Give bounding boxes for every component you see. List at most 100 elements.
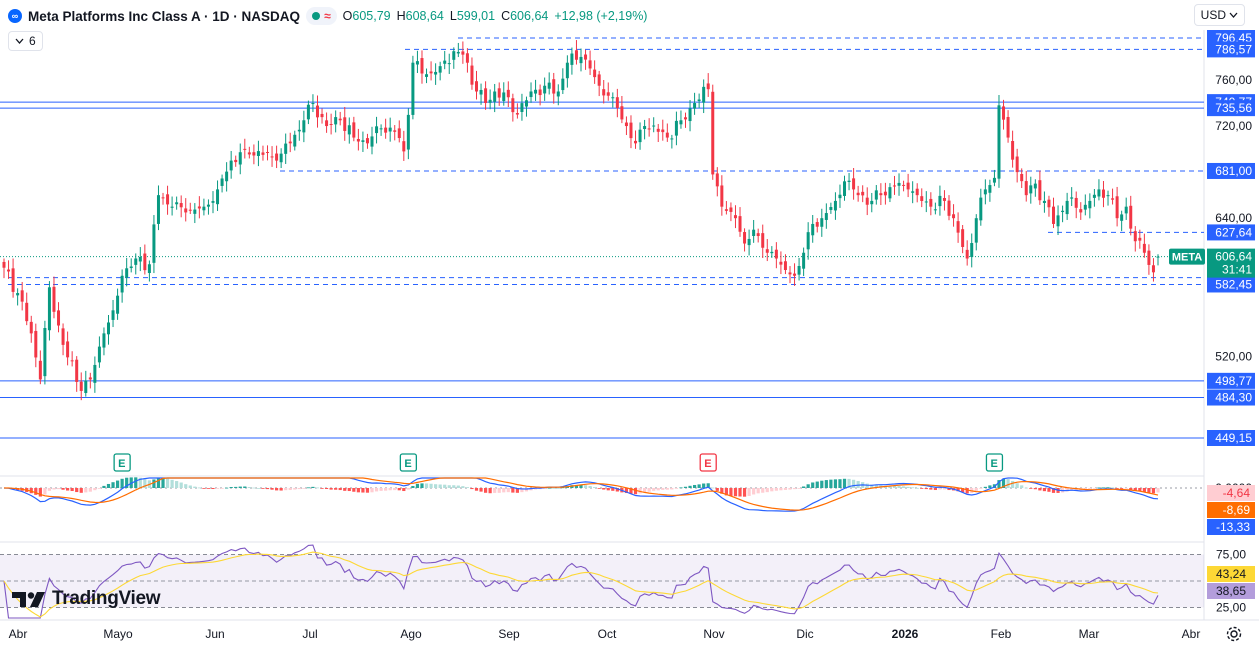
candle-body[interactable] — [720, 185, 724, 207]
candle-body[interactable] — [279, 153, 283, 163]
candle-body[interactable] — [202, 206, 206, 211]
candle-body[interactable] — [1115, 196, 1119, 219]
candle-body[interactable] — [225, 171, 229, 182]
candle-body[interactable] — [643, 126, 647, 130]
candle-body[interactable] — [397, 128, 401, 139]
candle-body[interactable] — [1097, 189, 1101, 197]
candle-body[interactable] — [856, 192, 860, 196]
candle-body[interactable] — [543, 85, 547, 94]
candle-body[interactable] — [902, 184, 906, 186]
candle-body[interactable] — [852, 178, 856, 190]
candle-body[interactable] — [1056, 215, 1060, 227]
candle-body[interactable] — [992, 177, 996, 183]
candle-body[interactable] — [824, 213, 828, 220]
candle-body[interactable] — [538, 89, 542, 96]
candle-body[interactable] — [452, 51, 456, 60]
candle-body[interactable] — [679, 120, 683, 125]
candle-body[interactable] — [933, 209, 937, 211]
candle-body[interactable] — [702, 86, 706, 103]
candle-body[interactable] — [229, 160, 233, 171]
candle-body[interactable] — [29, 321, 33, 334]
candle-body[interactable] — [147, 264, 151, 274]
candle-body[interactable] — [256, 151, 260, 156]
candle-body[interactable] — [888, 187, 892, 199]
candle-body[interactable] — [1138, 237, 1142, 241]
candle-body[interactable] — [774, 249, 778, 259]
candle-body[interactable] — [952, 214, 956, 219]
candle-body[interactable] — [361, 140, 365, 142]
candle-body[interactable] — [334, 117, 338, 125]
candle-body[interactable] — [7, 269, 11, 272]
candle-body[interactable] — [733, 215, 737, 219]
candle-body[interactable] — [266, 151, 270, 153]
candle-body[interactable] — [411, 62, 415, 115]
candle-body[interactable] — [1015, 156, 1019, 173]
candle-body[interactable] — [66, 341, 70, 358]
candle-body[interactable] — [211, 201, 215, 203]
candle-body[interactable] — [1129, 205, 1133, 229]
candle-body[interactable] — [865, 197, 869, 205]
candle-body[interactable] — [325, 120, 329, 127]
candle-body[interactable] — [116, 295, 120, 314]
tradingview-logo[interactable]: TradingView — [12, 588, 161, 610]
candle-body[interactable] — [347, 125, 351, 135]
candle-body[interactable] — [615, 97, 619, 109]
candle-body[interactable] — [638, 129, 642, 143]
candle-body[interactable] — [597, 74, 601, 86]
candle-body[interactable] — [588, 60, 592, 69]
candle-body[interactable] — [456, 51, 460, 54]
candle-body[interactable] — [665, 132, 669, 138]
candle-body[interactable] — [38, 360, 42, 380]
candle-body[interactable] — [161, 197, 165, 199]
candle-body[interactable] — [883, 191, 887, 196]
candle-body[interactable] — [738, 216, 742, 232]
candle-body[interactable] — [356, 138, 360, 142]
candle-body[interactable] — [34, 330, 38, 358]
candle-body[interactable] — [1052, 206, 1056, 224]
candle-body[interactable] — [125, 268, 129, 278]
candle-body[interactable] — [674, 120, 678, 136]
candle-body[interactable] — [475, 81, 479, 92]
candle-body[interactable] — [1047, 199, 1051, 208]
candle-body[interactable] — [606, 92, 610, 96]
candle-body[interactable] — [1142, 243, 1146, 253]
earnings-marker[interactable] — [699, 453, 717, 472]
candle-body[interactable] — [815, 222, 819, 227]
earnings-marker[interactable] — [113, 453, 131, 472]
candle-body[interactable] — [197, 206, 201, 209]
candle-body[interactable] — [906, 182, 910, 190]
candle-body[interactable] — [1061, 210, 1065, 213]
candle-body[interactable] — [983, 189, 987, 195]
candle-body[interactable] — [534, 89, 538, 94]
candle-body[interactable] — [488, 99, 492, 103]
candle-body[interactable] — [315, 105, 319, 118]
candle-body[interactable] — [11, 268, 15, 292]
candle-body[interactable] — [447, 63, 451, 65]
candle-body[interactable] — [892, 185, 896, 187]
candle-body[interactable] — [402, 141, 406, 152]
candle-body[interactable] — [1011, 140, 1015, 160]
candle-body[interactable] — [79, 381, 83, 391]
candle-body[interactable] — [820, 218, 824, 227]
market-status-pill[interactable]: ≈ — [306, 7, 337, 25]
candle-body[interactable] — [711, 91, 715, 175]
candle-body[interactable] — [243, 148, 247, 150]
candle-body[interactable] — [20, 290, 24, 302]
candle-body[interactable] — [393, 130, 397, 132]
candle-body[interactable] — [529, 91, 533, 98]
candle-body[interactable] — [761, 233, 765, 248]
candle-body[interactable] — [443, 60, 447, 64]
candle-body[interactable] — [715, 173, 719, 187]
candle-body[interactable] — [484, 88, 488, 104]
candle-body[interactable] — [1088, 200, 1092, 209]
candle-body[interactable] — [152, 224, 156, 263]
candle-body[interactable] — [425, 74, 429, 77]
candle-body[interactable] — [365, 138, 369, 144]
candle-body[interactable] — [811, 223, 815, 236]
candle-body[interactable] — [565, 62, 569, 79]
candle-body[interactable] — [1020, 174, 1024, 182]
earnings-marker[interactable] — [985, 453, 1004, 472]
candle-body[interactable] — [379, 128, 383, 130]
candle-body[interactable] — [329, 124, 333, 126]
